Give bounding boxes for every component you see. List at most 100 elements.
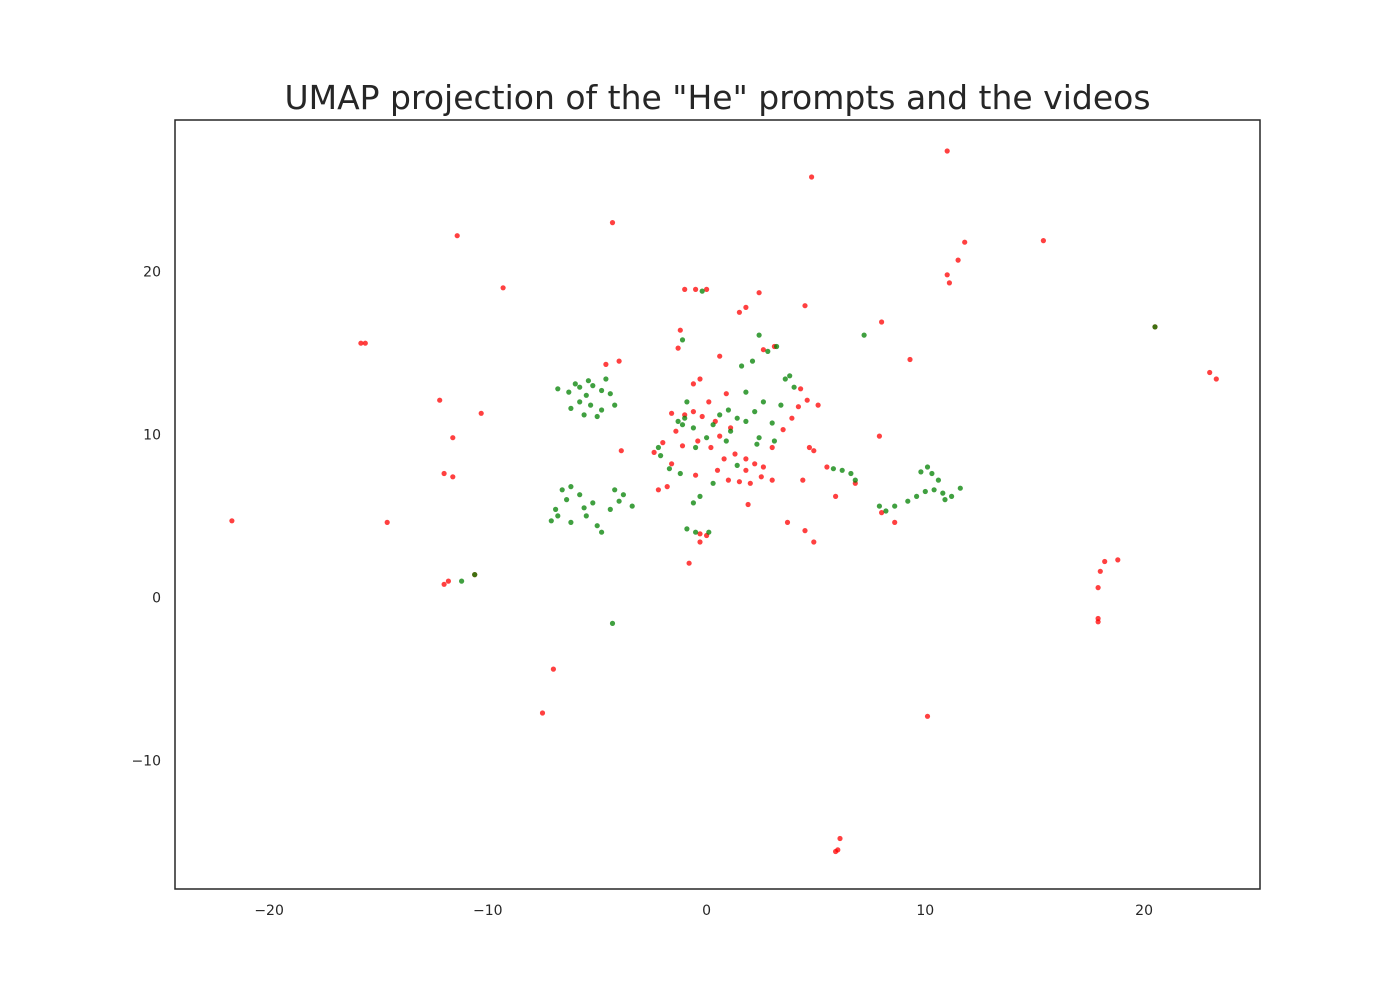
- data-point: [684, 526, 690, 532]
- data-point: [441, 581, 447, 587]
- data-point: [839, 467, 845, 473]
- data-point: [445, 578, 451, 584]
- data-point: [802, 528, 808, 534]
- data-point: [774, 343, 780, 350]
- data-point: [629, 503, 635, 509]
- data-point: [599, 407, 605, 413]
- data-point: [655, 487, 662, 493]
- y-tick-label: 10: [143, 427, 161, 443]
- data-point: [581, 412, 587, 418]
- data-point: [745, 501, 751, 508]
- data-point: [728, 428, 734, 434]
- data-point: [769, 444, 775, 451]
- data-point: [1152, 324, 1158, 330]
- data-point: [756, 290, 762, 296]
- data-point: [682, 415, 688, 421]
- data-point: [607, 506, 613, 512]
- data-point: [778, 402, 784, 408]
- data-point: [616, 498, 622, 504]
- data-point: [1213, 376, 1219, 382]
- data-point: [743, 467, 749, 473]
- data-point: [736, 479, 743, 485]
- data-point: [710, 422, 716, 428]
- data-point: [581, 505, 587, 511]
- data-point: [697, 376, 703, 382]
- data-point: [833, 848, 839, 855]
- data-point: [811, 448, 817, 454]
- data-point: [747, 480, 753, 486]
- data-point: [830, 466, 837, 472]
- data-point: [594, 413, 600, 420]
- data-point: [675, 345, 681, 351]
- data-point: [852, 477, 858, 483]
- data-point: [651, 449, 657, 455]
- data-point: [721, 456, 727, 462]
- data-point: [736, 309, 743, 315]
- data-point: [690, 500, 697, 506]
- data-point: [879, 319, 885, 325]
- data-point: [572, 381, 578, 387]
- data-point: [539, 710, 546, 716]
- data-point: [815, 402, 821, 408]
- data-point: [837, 835, 843, 842]
- data-point: [677, 327, 683, 333]
- data-point: [725, 407, 732, 413]
- plot-frame: [174, 119, 1261, 890]
- data-point: [791, 384, 797, 390]
- x-tick-label: 20: [1135, 903, 1153, 919]
- data-point: [743, 418, 749, 424]
- data-point: [743, 304, 749, 310]
- data-point: [362, 340, 368, 346]
- data-point: [771, 438, 778, 444]
- data-point: [760, 347, 767, 353]
- data-point: [710, 480, 716, 486]
- data-point: [752, 461, 758, 467]
- data-point: [609, 220, 616, 226]
- data-point: [666, 466, 673, 472]
- data-point: [914, 493, 920, 499]
- data-point: [935, 477, 942, 483]
- data-point: [929, 470, 935, 477]
- data-point: [833, 493, 839, 499]
- data-point: [848, 470, 854, 477]
- data-point: [924, 464, 931, 470]
- data-point: [824, 464, 830, 470]
- data-point: [603, 361, 609, 367]
- data-point: [879, 509, 885, 516]
- data-point: [714, 467, 721, 473]
- data-point: [804, 397, 810, 403]
- data-point: [618, 448, 624, 454]
- data-point: [454, 233, 460, 239]
- y-tick-label: 20: [143, 265, 161, 281]
- data-point: [907, 356, 913, 363]
- data-point: [548, 518, 554, 524]
- data-point: [918, 469, 924, 475]
- data-point: [717, 353, 723, 359]
- data-point: [599, 529, 605, 535]
- data-point: [472, 572, 478, 578]
- data-point: [500, 285, 506, 291]
- data-point: [795, 404, 802, 410]
- data-point: [876, 503, 883, 509]
- data-point: [679, 443, 686, 449]
- data-point: [1040, 238, 1046, 244]
- data-point: [706, 399, 712, 405]
- data-point: [756, 332, 762, 338]
- data-point: [655, 444, 662, 451]
- points-layer: [229, 148, 1219, 855]
- data-point: [769, 420, 775, 426]
- data-point: [669, 461, 675, 467]
- ticks-layer: −20 −10 0 10 20 −10 0 10 20: [131, 265, 1153, 920]
- data-point: [749, 358, 756, 364]
- data-point: [568, 405, 574, 411]
- data-point: [699, 288, 705, 294]
- data-point: [784, 519, 791, 526]
- data-point: [450, 474, 456, 480]
- data-point: [478, 410, 484, 416]
- data-point: [568, 484, 574, 490]
- data-point: [695, 438, 701, 444]
- data-point: [677, 470, 683, 477]
- data-point: [924, 713, 931, 719]
- data-point: [450, 435, 456, 441]
